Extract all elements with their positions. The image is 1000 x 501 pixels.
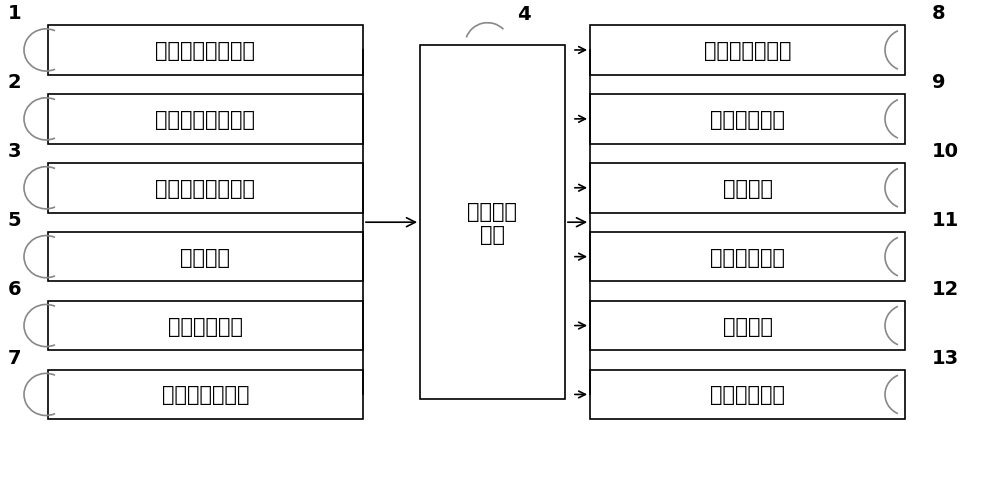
Text: 终端模块: 终端模块 — [722, 316, 772, 336]
Bar — [48, 370, 363, 419]
Text: 中央控制
模块: 中央控制 模块 — [468, 201, 518, 244]
Text: 超声图像采集模块: 超声图像采集模块 — [155, 178, 255, 198]
Bar — [590, 301, 905, 351]
Text: 8: 8 — [932, 4, 946, 23]
Bar — [48, 232, 363, 282]
Text: 血液分析模块: 血液分析模块 — [168, 316, 243, 336]
Bar — [590, 164, 905, 213]
Text: 7: 7 — [8, 348, 21, 367]
Bar — [48, 26, 363, 76]
Text: 2: 2 — [7, 73, 21, 92]
Text: 11: 11 — [932, 210, 959, 229]
Text: 分泌物检测模块: 分泌物检测模块 — [704, 41, 791, 61]
Bar — [48, 164, 363, 213]
Text: 给药模块: 给药模块 — [722, 178, 772, 198]
Text: 13: 13 — [932, 348, 959, 367]
Text: 1: 1 — [7, 4, 21, 23]
Text: 数据存储模块: 数据存储模块 — [710, 247, 785, 267]
Text: 10: 10 — [932, 142, 959, 161]
Text: 5: 5 — [7, 210, 21, 229]
Text: 更新显示模块: 更新显示模块 — [710, 385, 785, 405]
Bar — [590, 232, 905, 282]
Text: 6: 6 — [7, 279, 21, 298]
Text: 3: 3 — [8, 142, 21, 161]
Text: 4: 4 — [518, 5, 531, 24]
Text: 患者信息采集模块: 患者信息采集模块 — [155, 41, 255, 61]
Bar — [420, 46, 565, 400]
Text: 9: 9 — [932, 73, 946, 92]
Text: 分泌物采样模块: 分泌物采样模块 — [162, 385, 249, 405]
Bar — [590, 95, 905, 144]
Text: 12: 12 — [932, 279, 959, 298]
Bar — [590, 370, 905, 419]
Text: 生理数据采集模块: 生理数据采集模块 — [155, 110, 255, 130]
Bar — [590, 26, 905, 76]
Text: 症状诊断模块: 症状诊断模块 — [710, 110, 785, 130]
Bar — [48, 95, 363, 144]
Bar — [48, 301, 363, 351]
Text: 抽血模块: 抽血模块 — [180, 247, 230, 267]
